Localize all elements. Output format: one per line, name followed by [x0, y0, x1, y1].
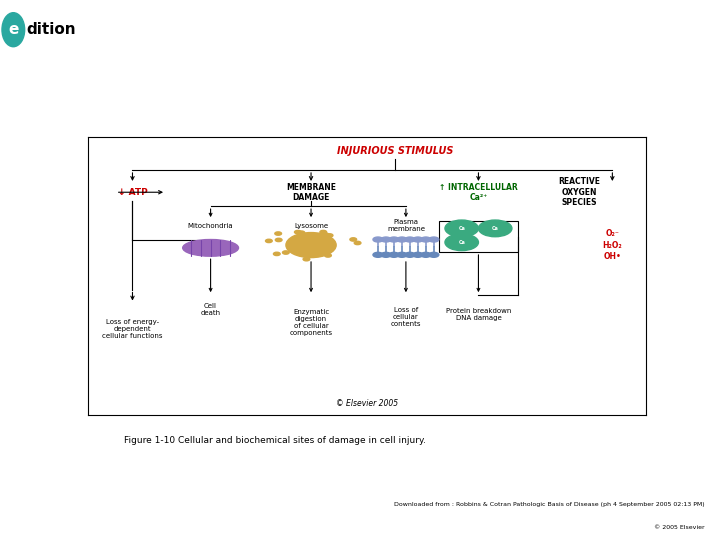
Text: OH•: OH•: [603, 252, 621, 261]
Text: INJURIOUS STIMULUS: INJURIOUS STIMULUS: [336, 145, 453, 156]
Circle shape: [429, 252, 438, 258]
Circle shape: [373, 237, 383, 242]
Text: Enzymatic
digestion
of cellular
components: Enzymatic digestion of cellular componen…: [289, 309, 333, 336]
Text: Figure 1-10 Cellular and biochemical sites of damage in cell injury.: Figure 1-10 Cellular and biochemical sit…: [124, 436, 426, 444]
Text: Ca: Ca: [492, 226, 499, 231]
Text: Ca: Ca: [458, 226, 465, 231]
Text: Loss of
cellular
contents: Loss of cellular contents: [391, 307, 421, 327]
Text: Lysosome: Lysosome: [294, 222, 328, 228]
Text: REACTIVE
OXYGEN
SPECIES: REACTIVE OXYGEN SPECIES: [558, 177, 600, 207]
Circle shape: [445, 234, 479, 251]
Circle shape: [413, 252, 423, 258]
Circle shape: [389, 237, 399, 242]
Circle shape: [294, 231, 301, 234]
Text: Ca: Ca: [458, 240, 465, 245]
Circle shape: [397, 237, 407, 242]
Circle shape: [274, 252, 280, 255]
Text: Plasma
membrane: Plasma membrane: [387, 219, 425, 232]
Circle shape: [479, 220, 512, 237]
Text: O₂⁻: O₂⁻: [606, 230, 619, 239]
Circle shape: [320, 231, 327, 234]
Circle shape: [397, 252, 407, 258]
Text: Downloaded from : Robbins & Cotran Pathologic Basis of Disease (ph 4 September 2: Downloaded from : Robbins & Cotran Patho…: [394, 502, 704, 507]
Circle shape: [350, 238, 356, 241]
Circle shape: [413, 237, 423, 242]
Circle shape: [420, 252, 431, 258]
Circle shape: [389, 252, 399, 258]
Circle shape: [381, 252, 391, 258]
Text: dition: dition: [27, 22, 76, 37]
Circle shape: [286, 233, 336, 258]
Circle shape: [275, 238, 282, 241]
Circle shape: [354, 241, 361, 245]
Text: © Elsevier 2005: © Elsevier 2005: [336, 399, 398, 408]
Text: Cell
death: Cell death: [201, 302, 220, 315]
Text: MEMBRANE
DAMAGE: MEMBRANE DAMAGE: [286, 183, 336, 202]
Circle shape: [322, 233, 328, 236]
Circle shape: [420, 237, 431, 242]
Text: ↓ ATP: ↓ ATP: [117, 188, 148, 197]
Circle shape: [325, 254, 331, 257]
Text: Protein breakdown
DNA damage: Protein breakdown DNA damage: [446, 308, 511, 321]
Text: Loss of energy-
dependent
cellular functions: Loss of energy- dependent cellular funct…: [102, 319, 163, 339]
Text: © 2005 Elsevier: © 2005 Elsevier: [654, 524, 704, 530]
Text: ↑ INTRACELLULAR
Ca²⁺: ↑ INTRACELLULAR Ca²⁺: [439, 183, 518, 202]
Circle shape: [303, 258, 310, 261]
Circle shape: [429, 237, 438, 242]
Circle shape: [266, 239, 272, 242]
Circle shape: [2, 12, 24, 47]
Circle shape: [405, 252, 415, 258]
Circle shape: [275, 232, 282, 235]
Circle shape: [405, 237, 415, 242]
Ellipse shape: [183, 240, 238, 256]
Text: H₂O₂: H₂O₂: [603, 241, 622, 249]
Circle shape: [326, 234, 333, 237]
Circle shape: [282, 251, 289, 254]
Circle shape: [445, 220, 479, 237]
Circle shape: [298, 231, 305, 234]
Circle shape: [373, 252, 383, 258]
Text: e: e: [8, 22, 19, 37]
Text: Mitochondria: Mitochondria: [188, 222, 233, 228]
Circle shape: [381, 237, 391, 242]
